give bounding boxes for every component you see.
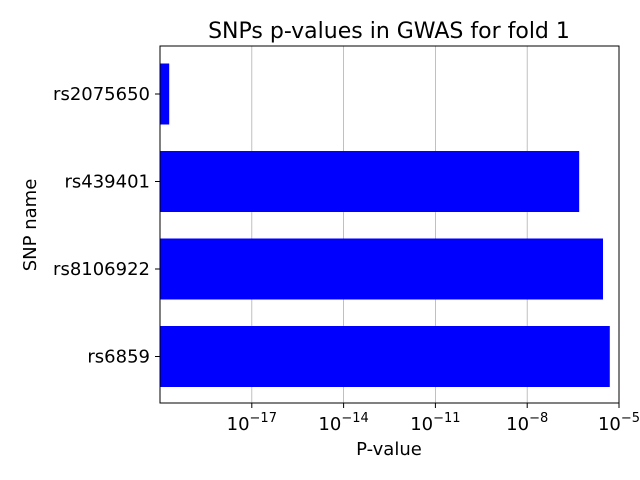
- y-axis-label: SNP name: [20, 179, 41, 272]
- y-tick-label: rs6859: [87, 347, 150, 368]
- bar: [160, 63, 170, 125]
- y-tick-label: rs8106922: [53, 259, 150, 280]
- y-tick-label: rs439401: [65, 172, 151, 193]
- chart-title: SNPs p-values in GWAS for fold 1: [208, 19, 570, 44]
- bar: [160, 238, 603, 300]
- x-ticks: 10−17 10−14 10−11 10−8 10−5: [227, 403, 640, 435]
- y-tick-label: rs2075650: [53, 84, 150, 105]
- x-tick-label: 10−17: [227, 411, 277, 435]
- plot-frame: [159, 45, 620, 404]
- y-ticks: rs6859 rs8106922 rs439401 rs2075650: [53, 84, 160, 368]
- x-tick-label: 10−11: [410, 411, 460, 435]
- x-tick-label: 10−5: [598, 411, 640, 435]
- bar: [160, 326, 610, 387]
- bars-layer: [160, 63, 610, 387]
- x-axis-label: P-value: [356, 439, 422, 460]
- x-tick-label: 10−14: [318, 411, 368, 435]
- x-tick-label: 10−8: [506, 411, 548, 435]
- bar: [160, 151, 580, 212]
